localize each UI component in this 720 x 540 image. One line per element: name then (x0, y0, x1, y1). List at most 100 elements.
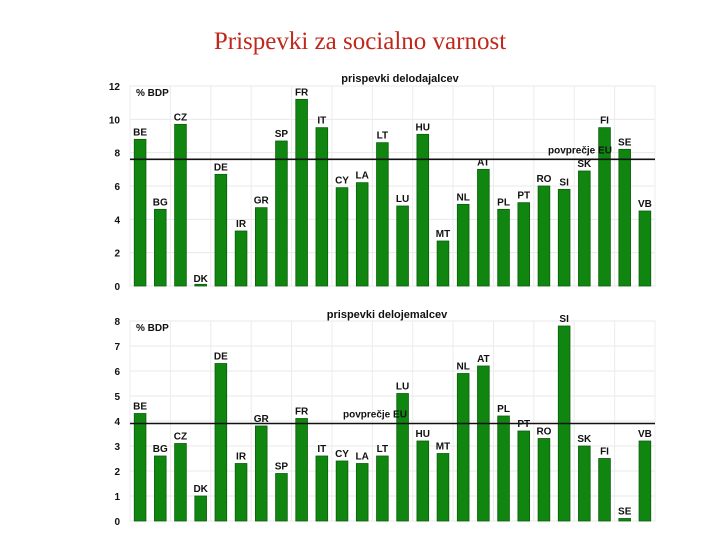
bar (174, 443, 187, 522)
bar (133, 413, 147, 522)
bar (456, 373, 470, 522)
bar (416, 440, 430, 522)
bar (477, 168, 490, 287)
bar-label: CY (335, 449, 349, 460)
bar-label: MT (436, 442, 450, 453)
bar (436, 453, 450, 522)
bar (214, 363, 228, 522)
bar-label: BE (133, 127, 147, 138)
bar (618, 518, 631, 522)
y-axis-label: % BDP (136, 88, 169, 99)
bar-label: AT (477, 354, 490, 365)
bar (396, 205, 409, 287)
bar-label: IT (317, 444, 326, 455)
bar-label: PL (497, 197, 510, 208)
bar (497, 208, 510, 287)
bar (396, 393, 409, 522)
bar (194, 283, 207, 287)
bar-label: SI (559, 314, 569, 325)
bar-label: LT (377, 444, 388, 455)
bar-label: GR (254, 196, 270, 207)
bar-label: SE (618, 507, 632, 518)
bar-label: SK (577, 434, 592, 445)
y-tick-label: 0 (114, 282, 120, 293)
y-tick-label: 4 (114, 417, 120, 428)
bar (376, 455, 389, 522)
bar-label: CY (335, 176, 349, 187)
bar (254, 207, 268, 287)
bar (295, 418, 308, 522)
bar (436, 240, 450, 287)
bar-label: SE (618, 137, 632, 148)
bar-label: FI (600, 447, 609, 458)
bar (598, 127, 611, 287)
bar (537, 438, 551, 522)
average-label: povprečje EU (343, 410, 407, 421)
bar-label: DE (214, 352, 228, 363)
bar-label: BG (153, 197, 168, 208)
bar-label: CZ (174, 432, 187, 443)
bar (578, 445, 591, 522)
bar-label: DE (214, 162, 228, 173)
bar (477, 365, 490, 522)
bar (355, 182, 369, 287)
bar-label: LT (377, 131, 388, 142)
bar-label: FI (600, 116, 609, 127)
chart-title: prispevki delodajalcev (341, 73, 459, 85)
bar (275, 473, 288, 522)
y-tick-label: 6 (114, 182, 120, 193)
y-tick-label: 7 (114, 342, 120, 353)
page-title: Prispevki za socialno varnost (213, 28, 507, 55)
bar-label: VB (638, 429, 652, 440)
bar (133, 138, 147, 287)
bar-label: NL (457, 192, 470, 203)
bar-label: LA (356, 452, 369, 463)
bar-label: RO (536, 427, 551, 438)
bar-label: FR (295, 407, 309, 418)
bar (315, 127, 329, 287)
bar (618, 148, 631, 287)
bar (335, 460, 349, 522)
bar-label: VB (638, 199, 652, 210)
bar (234, 230, 248, 287)
bar (497, 415, 510, 522)
average-label: povprečje EU (548, 145, 612, 156)
bar-label: LA (356, 171, 369, 182)
y-tick-label: 2 (114, 467, 120, 478)
bar-label: PT (517, 191, 530, 202)
bar-label: RO (536, 174, 551, 185)
bar-label: SP (275, 129, 289, 140)
bar (355, 463, 369, 522)
bar-label: GR (254, 414, 270, 425)
bar (295, 98, 308, 287)
bar-label: SP (275, 462, 289, 473)
y-tick-label: 10 (109, 115, 121, 126)
bar-label: FR (295, 87, 309, 98)
chart-title: prispevki delojemalcev (327, 309, 448, 321)
bar-label: MT (436, 229, 450, 240)
bar (174, 123, 187, 287)
bar-label: BE (133, 402, 147, 413)
bar (275, 140, 288, 287)
bar (194, 495, 207, 522)
bar (598, 458, 611, 522)
bar (517, 430, 531, 522)
bar (154, 455, 167, 522)
bar-label: CZ (174, 112, 187, 123)
bar-label: LU (396, 382, 409, 393)
y-tick-label: 4 (114, 215, 120, 226)
bar-label: HU (416, 429, 430, 440)
bar (578, 170, 591, 287)
bar (557, 188, 571, 287)
bar (638, 210, 652, 287)
y-tick-label: 5 (114, 392, 120, 403)
bar-label: PT (517, 419, 530, 430)
y-tick-label: 6 (114, 367, 120, 378)
bar (315, 455, 329, 522)
bar (416, 133, 430, 287)
bar-label: NL (457, 362, 470, 373)
y-tick-label: 3 (114, 442, 120, 453)
bar-label: DK (193, 274, 208, 285)
bar-label: LU (396, 194, 409, 205)
